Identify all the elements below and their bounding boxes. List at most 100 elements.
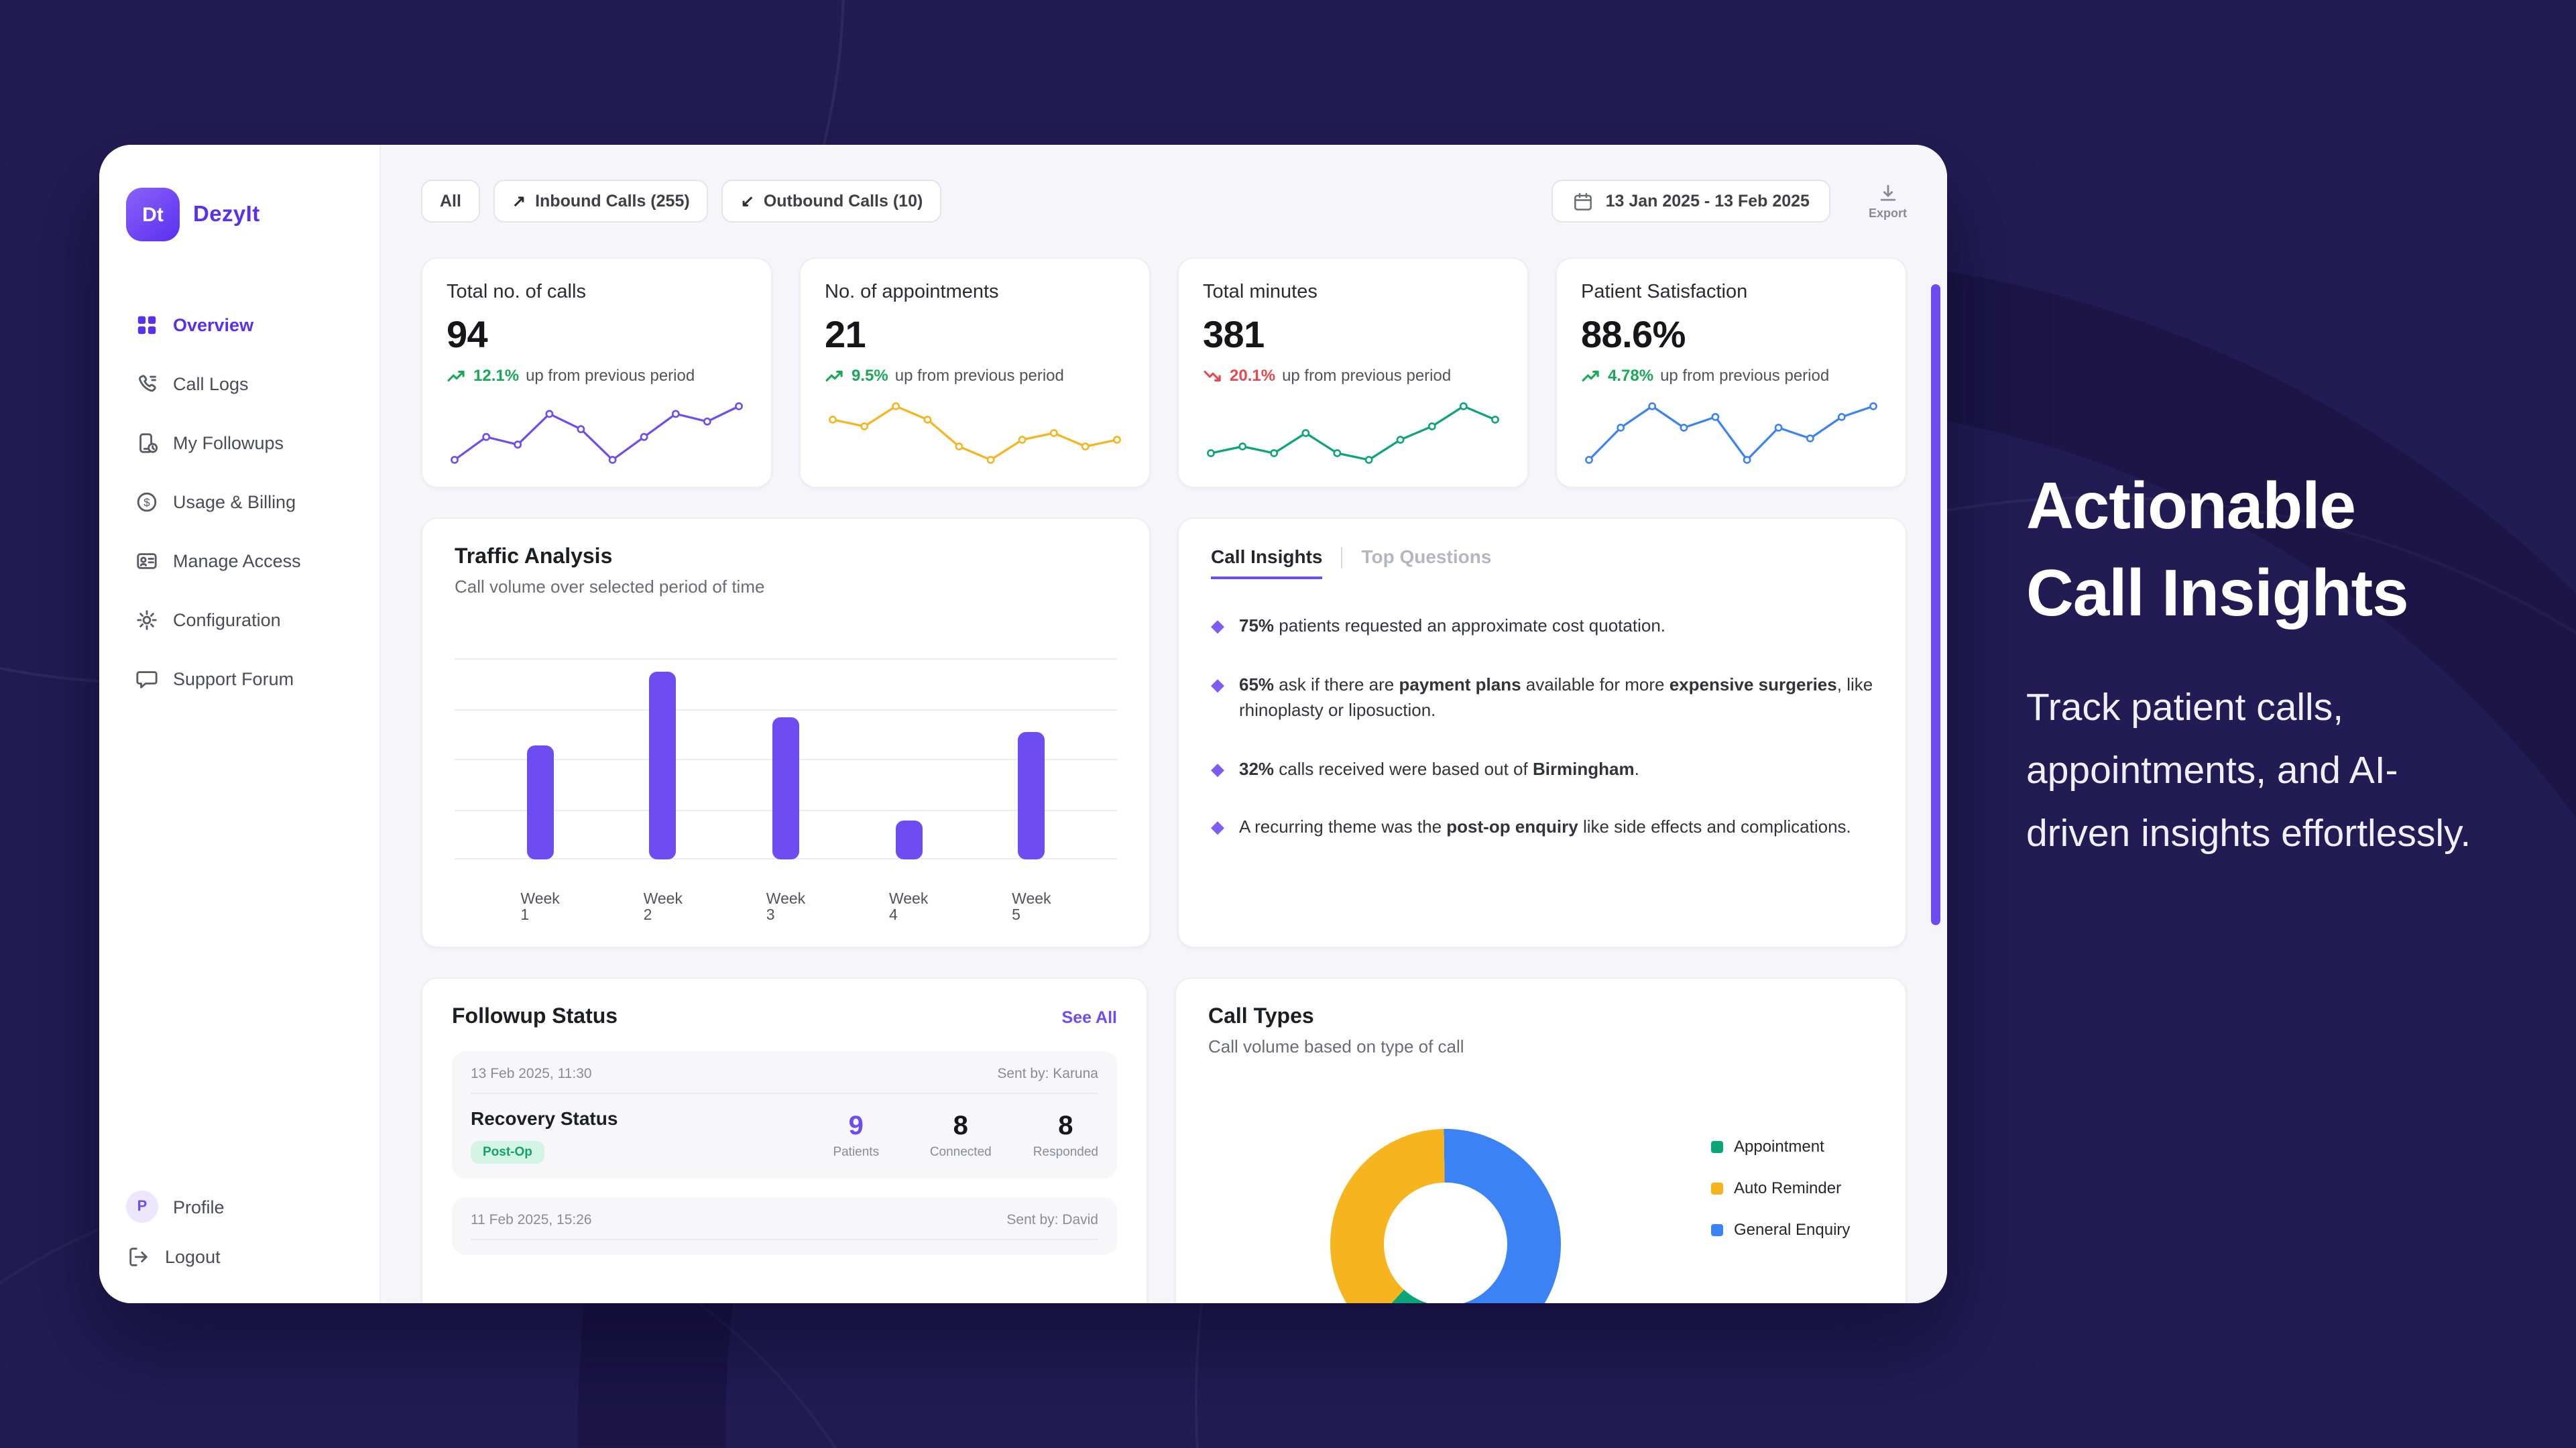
stat-change-desc: up from previous period <box>894 366 1064 385</box>
diamond-bullet-icon: ◆ <box>1211 758 1224 779</box>
insight-text: A recurring theme was the post-op enquir… <box>1239 817 1851 837</box>
stat-change-desc: up from previous period <box>1282 366 1452 385</box>
insights-tabs: Call Insights Top Questions <box>1211 546 1873 579</box>
tab-call-insights[interactable]: Call Insights <box>1211 546 1323 579</box>
tab-top-questions[interactable]: Top Questions <box>1361 546 1492 567</box>
see-all-link[interactable]: See All <box>1061 1008 1117 1027</box>
chat-bubble-icon <box>134 666 158 690</box>
bar-week-3: Week 3 <box>746 717 826 924</box>
card-subtitle: Call volume over selected period of time <box>455 577 765 597</box>
sidebar-item-label: Support Forum <box>173 668 294 688</box>
id-card-icon <box>134 548 158 572</box>
logout-icon <box>126 1244 150 1268</box>
stat-change: 9.5% up from previous period <box>825 366 1125 385</box>
stat-change-desc: up from previous period <box>1660 366 1830 385</box>
followup-item-body: Recovery Status Post-Op 9 Patients 8 <box>471 1094 1098 1164</box>
donut-hole <box>1384 1183 1507 1303</box>
sidebar-item-usage-billing[interactable]: $ Usage & Billing <box>126 477 353 526</box>
sidebar-item-call-logs[interactable]: Call Logs <box>126 359 353 408</box>
followup-stat-patients: 9 Patients <box>824 1111 888 1160</box>
followup-stat-connected: 8 Connected <box>929 1111 993 1160</box>
insight-text: 75% patients requested an approximate co… <box>1239 615 1665 636</box>
stat-label: Patients <box>833 1145 880 1160</box>
bar-label: Week 1 <box>520 892 560 924</box>
stat-number: 8 <box>953 1111 968 1141</box>
sparkline-chart <box>1203 398 1503 468</box>
bar-chart: Week 1 Week 2 Week 3 Week 4 Week 5 <box>455 658 1117 924</box>
trend-down-icon <box>1203 368 1223 383</box>
tab-divider <box>1341 547 1343 568</box>
sparkline-chart <box>825 398 1125 468</box>
bar-label: Week 5 <box>1012 892 1051 924</box>
svg-text:$: $ <box>143 495 150 508</box>
followup-date: 13 Feb 2025, 11:30 <box>471 1066 592 1082</box>
hero-headline: Actionable Call Insights <box>2026 471 2409 630</box>
followup-name: Recovery Status <box>471 1107 618 1129</box>
card-title: Followup Status <box>452 1006 618 1028</box>
stat-card-total-minutes: Total minutes 381 20.1% up from previous… <box>1177 257 1529 488</box>
followup-item-left: Recovery Status Post-Op <box>471 1107 618 1164</box>
avatar: P <box>126 1191 158 1223</box>
stat-value: 88.6% <box>1581 314 1686 355</box>
filter-all-chip[interactable]: All <box>421 180 480 223</box>
export-label: Export <box>1868 206 1907 220</box>
sidebar-item-my-followups[interactable]: My Followups <box>126 418 353 467</box>
bar-week-1: Week 1 <box>500 745 581 924</box>
sidebar-item-support-forum[interactable]: Support Forum <box>126 654 353 703</box>
stat-title: No. of appointments <box>825 282 999 303</box>
card-head: Followup Status See All <box>452 1006 1117 1030</box>
sidebar-menu: Overview Call Logs My Followups $ <box>126 300 353 703</box>
card-title: Call Types <box>1208 1006 1314 1028</box>
stat-change: 4.78% up from previous period <box>1581 366 1881 385</box>
sidebar-item-configuration[interactable]: Configuration <box>126 595 353 644</box>
traffic-analysis-card: Traffic Analysis Call volume over select… <box>421 518 1151 948</box>
stat-label: Connected <box>929 1145 992 1160</box>
insight-item: ◆ 32% calls received were based out of Bi… <box>1211 757 1873 782</box>
stat-value: 21 <box>825 314 866 355</box>
filter-inbound-chip[interactable]: ↗ Inbound Calls (255) <box>493 180 709 223</box>
followup-item[interactable]: 13 Feb 2025, 11:30 Sent by: Karuna Recov… <box>452 1051 1117 1179</box>
export-button[interactable]: Export <box>1869 182 1907 220</box>
sidebar-item-label: Configuration <box>173 609 281 629</box>
logout-button[interactable]: Logout <box>126 1244 353 1268</box>
logout-label: Logout <box>165 1246 221 1266</box>
bar-week-5: Week 5 <box>991 732 1071 924</box>
stat-change: 20.1% up from previous period <box>1203 366 1503 385</box>
scrollbar[interactable] <box>1931 284 1940 925</box>
brand-row: Dt DezyIt <box>126 188 353 241</box>
stat-card-patient-satisfaction: Patient Satisfaction 88.6% 4.78% up from… <box>1556 257 1907 488</box>
date-range-picker[interactable]: 13 Jan 2025 - 13 Feb 2025 <box>1552 180 1831 223</box>
followup-item[interactable]: 11 Feb 2025, 15:26 Sent by: David <box>452 1197 1117 1255</box>
sidebar: Dt DezyIt Overview Call Logs <box>99 145 381 1303</box>
download-icon <box>1877 182 1898 204</box>
row-traffic-insights: Traffic Analysis Call volume over select… <box>421 518 1907 948</box>
legend-item-appointment: Appointment <box>1711 1137 1850 1156</box>
sidebar-item-label: Usage & Billing <box>173 491 296 511</box>
insight-item: ◆ 65% ask if there are payment plans avai… <box>1211 673 1873 723</box>
profile-button[interactable]: P Profile <box>126 1191 353 1223</box>
stat-change: 12.1% up from previous period <box>447 366 747 385</box>
bar-label: Week 2 <box>643 892 683 924</box>
marketing-copy: Actionable Call Insights Track patient ca… <box>2026 464 2482 867</box>
dollar-circle-icon: $ <box>134 489 158 514</box>
status-badge: Post-Op <box>471 1141 544 1164</box>
filter-outbound-chip[interactable]: ↙ Outbound Calls (10) <box>721 180 942 223</box>
followup-status-card: Followup Status See All 13 Feb 2025, 11:… <box>421 977 1148 1303</box>
stat-number: 9 <box>848 1111 864 1141</box>
sidebar-item-overview[interactable]: Overview <box>126 300 353 349</box>
stat-number: 8 <box>1058 1111 1073 1141</box>
bar-week-4: Week 4 <box>868 821 949 924</box>
legend-item-auto-reminder: Auto Reminder <box>1711 1179 1850 1197</box>
legend-item-general-enquiry: General Enquiry <box>1711 1220 1850 1239</box>
followup-item-head: 13 Feb 2025, 11:30 Sent by: Karuna <box>471 1066 1098 1094</box>
stat-title: Total minutes <box>1203 282 1318 303</box>
stat-change-pct: 9.5% <box>852 366 888 385</box>
trend-up-icon <box>447 368 467 383</box>
sidebar-item-manage-access[interactable]: Manage Access <box>126 536 353 585</box>
bar-chart-bars: Week 1 Week 2 Week 3 Week 4 Week 5 <box>455 658 1117 924</box>
diamond-bullet-icon: ◆ <box>1211 817 1224 837</box>
card-title: Traffic Analysis <box>455 546 613 568</box>
diamond-bullet-icon: ◆ <box>1211 615 1224 636</box>
main-content: All ↗ Inbound Calls (255) ↙ Outbound Cal… <box>381 145 1947 1303</box>
